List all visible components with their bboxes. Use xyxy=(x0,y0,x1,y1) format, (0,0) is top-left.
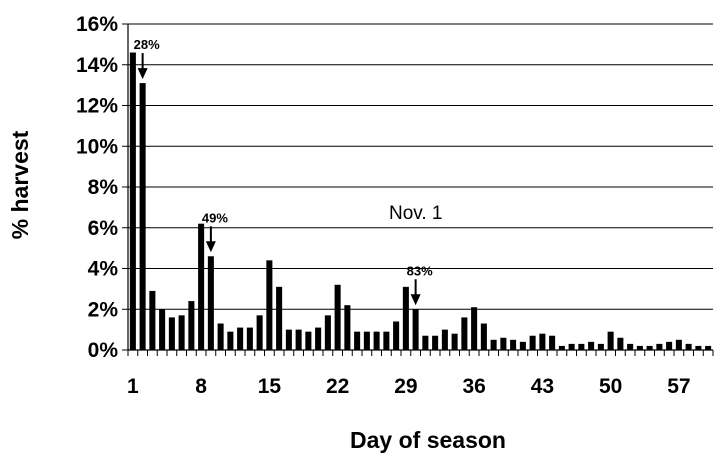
bar xyxy=(217,323,224,350)
bar xyxy=(646,345,653,350)
bar xyxy=(305,331,312,350)
bar xyxy=(159,309,166,350)
bar xyxy=(656,343,663,350)
annotation-label: 83% xyxy=(407,263,433,278)
bar xyxy=(607,331,614,350)
bar xyxy=(129,52,136,350)
bars xyxy=(129,52,712,351)
bar xyxy=(500,337,507,350)
y-tick-label: 10% xyxy=(76,135,118,158)
y-tick-label: 14% xyxy=(76,54,118,77)
bar xyxy=(519,341,526,350)
bar xyxy=(480,323,487,350)
x-tick-label: 1 xyxy=(127,375,139,398)
bar xyxy=(597,343,604,350)
bar xyxy=(198,223,205,350)
bar xyxy=(178,315,185,350)
bar xyxy=(266,260,273,350)
bar xyxy=(510,339,517,350)
bar xyxy=(490,339,497,350)
bar xyxy=(588,341,595,350)
bar xyxy=(334,284,341,350)
bar xyxy=(685,343,692,350)
bar xyxy=(315,327,322,350)
x-tick-label: 15 xyxy=(258,375,282,398)
y-tick-label: 6% xyxy=(88,217,119,240)
bar xyxy=(451,333,458,350)
bar xyxy=(188,301,195,350)
x-tick-label: 8 xyxy=(195,375,207,398)
bar xyxy=(441,329,448,351)
y-tick-label: 8% xyxy=(88,176,119,199)
bar xyxy=(276,286,283,350)
bar xyxy=(246,327,253,350)
x-axis-title: Day of season xyxy=(350,427,506,453)
bar xyxy=(617,337,624,350)
bar xyxy=(237,327,244,350)
x-tick-label: 36 xyxy=(462,375,485,398)
gridlines xyxy=(122,23,713,351)
bar xyxy=(285,329,292,351)
x-tick-label: 29 xyxy=(394,375,417,398)
y-tick-label: 4% xyxy=(88,258,119,281)
x-tick-label: 22 xyxy=(326,375,349,398)
x-tick-labels: 1 8 15 22 29 36 43 50 57 xyxy=(127,375,691,398)
bar xyxy=(139,83,146,350)
bar xyxy=(461,317,468,350)
bar xyxy=(666,341,673,350)
bar xyxy=(207,256,214,350)
bar xyxy=(675,339,682,350)
x-tick-label: 43 xyxy=(531,375,554,398)
bar xyxy=(432,335,439,350)
bar xyxy=(393,321,400,350)
bar xyxy=(344,305,351,350)
bar xyxy=(256,315,263,350)
bar xyxy=(149,290,156,350)
bar xyxy=(402,286,409,350)
bar xyxy=(558,345,565,350)
bar xyxy=(471,307,478,350)
bar xyxy=(568,343,575,350)
axes xyxy=(127,24,714,356)
bar xyxy=(227,331,234,350)
y-tick-label: 0% xyxy=(88,339,119,362)
x-tick-label: 50 xyxy=(599,375,622,398)
nov-1-label: Nov. 1 xyxy=(389,203,443,224)
bar xyxy=(705,345,712,350)
annotations: 28% 49% 83% xyxy=(134,37,433,306)
bar xyxy=(324,315,331,350)
annotation-label: 49% xyxy=(202,210,228,225)
bar xyxy=(627,343,634,350)
bar xyxy=(695,345,702,350)
annotation-arrow-head xyxy=(205,241,216,253)
y-tick-label: 16% xyxy=(76,13,118,36)
bar xyxy=(354,331,361,350)
bar xyxy=(363,331,370,350)
annotation-label: 28% xyxy=(134,37,160,52)
y-tick-labels: 0% 2% 4% 6% 8% 10% 12% 14% 16% xyxy=(76,13,118,362)
bar xyxy=(422,335,429,350)
y-axis-title: % harvest xyxy=(7,130,33,239)
bar xyxy=(636,345,643,350)
bar xyxy=(295,329,302,351)
bar xyxy=(549,335,556,350)
bar xyxy=(529,335,536,350)
bar xyxy=(373,331,380,350)
bar xyxy=(168,317,175,350)
bar xyxy=(539,333,546,350)
annotation-arrow-head xyxy=(137,68,148,80)
bar xyxy=(412,309,419,350)
bar xyxy=(578,343,585,350)
y-tick-label: 2% xyxy=(88,298,119,321)
bar xyxy=(383,331,390,350)
x-tick-label: 57 xyxy=(667,375,690,398)
annotation-arrow-head xyxy=(410,294,421,306)
y-tick-label: 12% xyxy=(76,95,118,118)
